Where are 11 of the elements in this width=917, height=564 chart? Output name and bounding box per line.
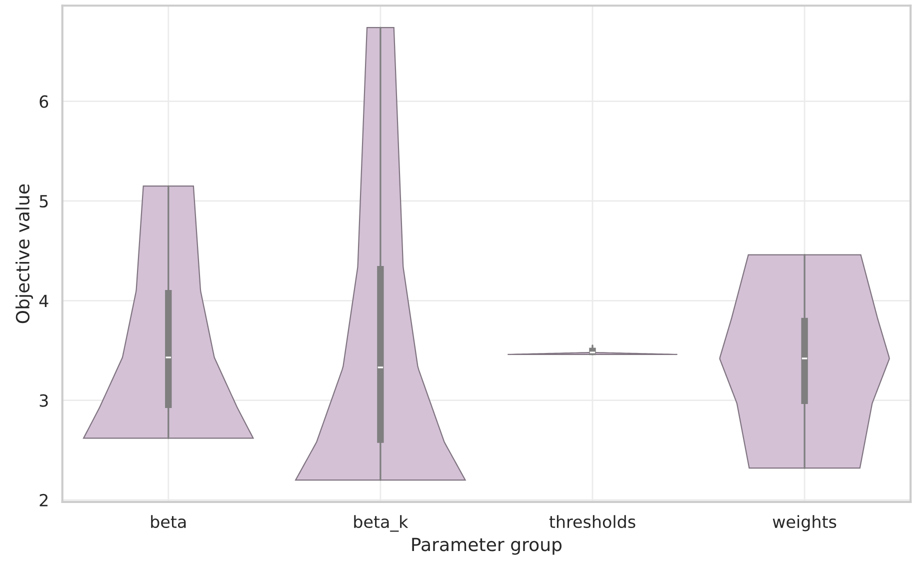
x-tick-label: beta_k <box>354 515 408 532</box>
y-tick-label: 2 <box>40 494 48 506</box>
y-axis-title: Objective value <box>16 184 33 324</box>
x-tick-label: thresholds <box>549 515 636 528</box>
y-tick-label: 6 <box>40 95 48 108</box>
x-tick-label: weights <box>772 515 836 532</box>
y-tick-label: 4 <box>39 294 48 307</box>
y-tick-label: 3 <box>40 394 48 407</box>
x-axis-title: Parameter group <box>412 538 562 555</box>
x-tick-label: beta <box>151 515 186 528</box>
y-tick-label: 5 <box>40 195 48 208</box>
